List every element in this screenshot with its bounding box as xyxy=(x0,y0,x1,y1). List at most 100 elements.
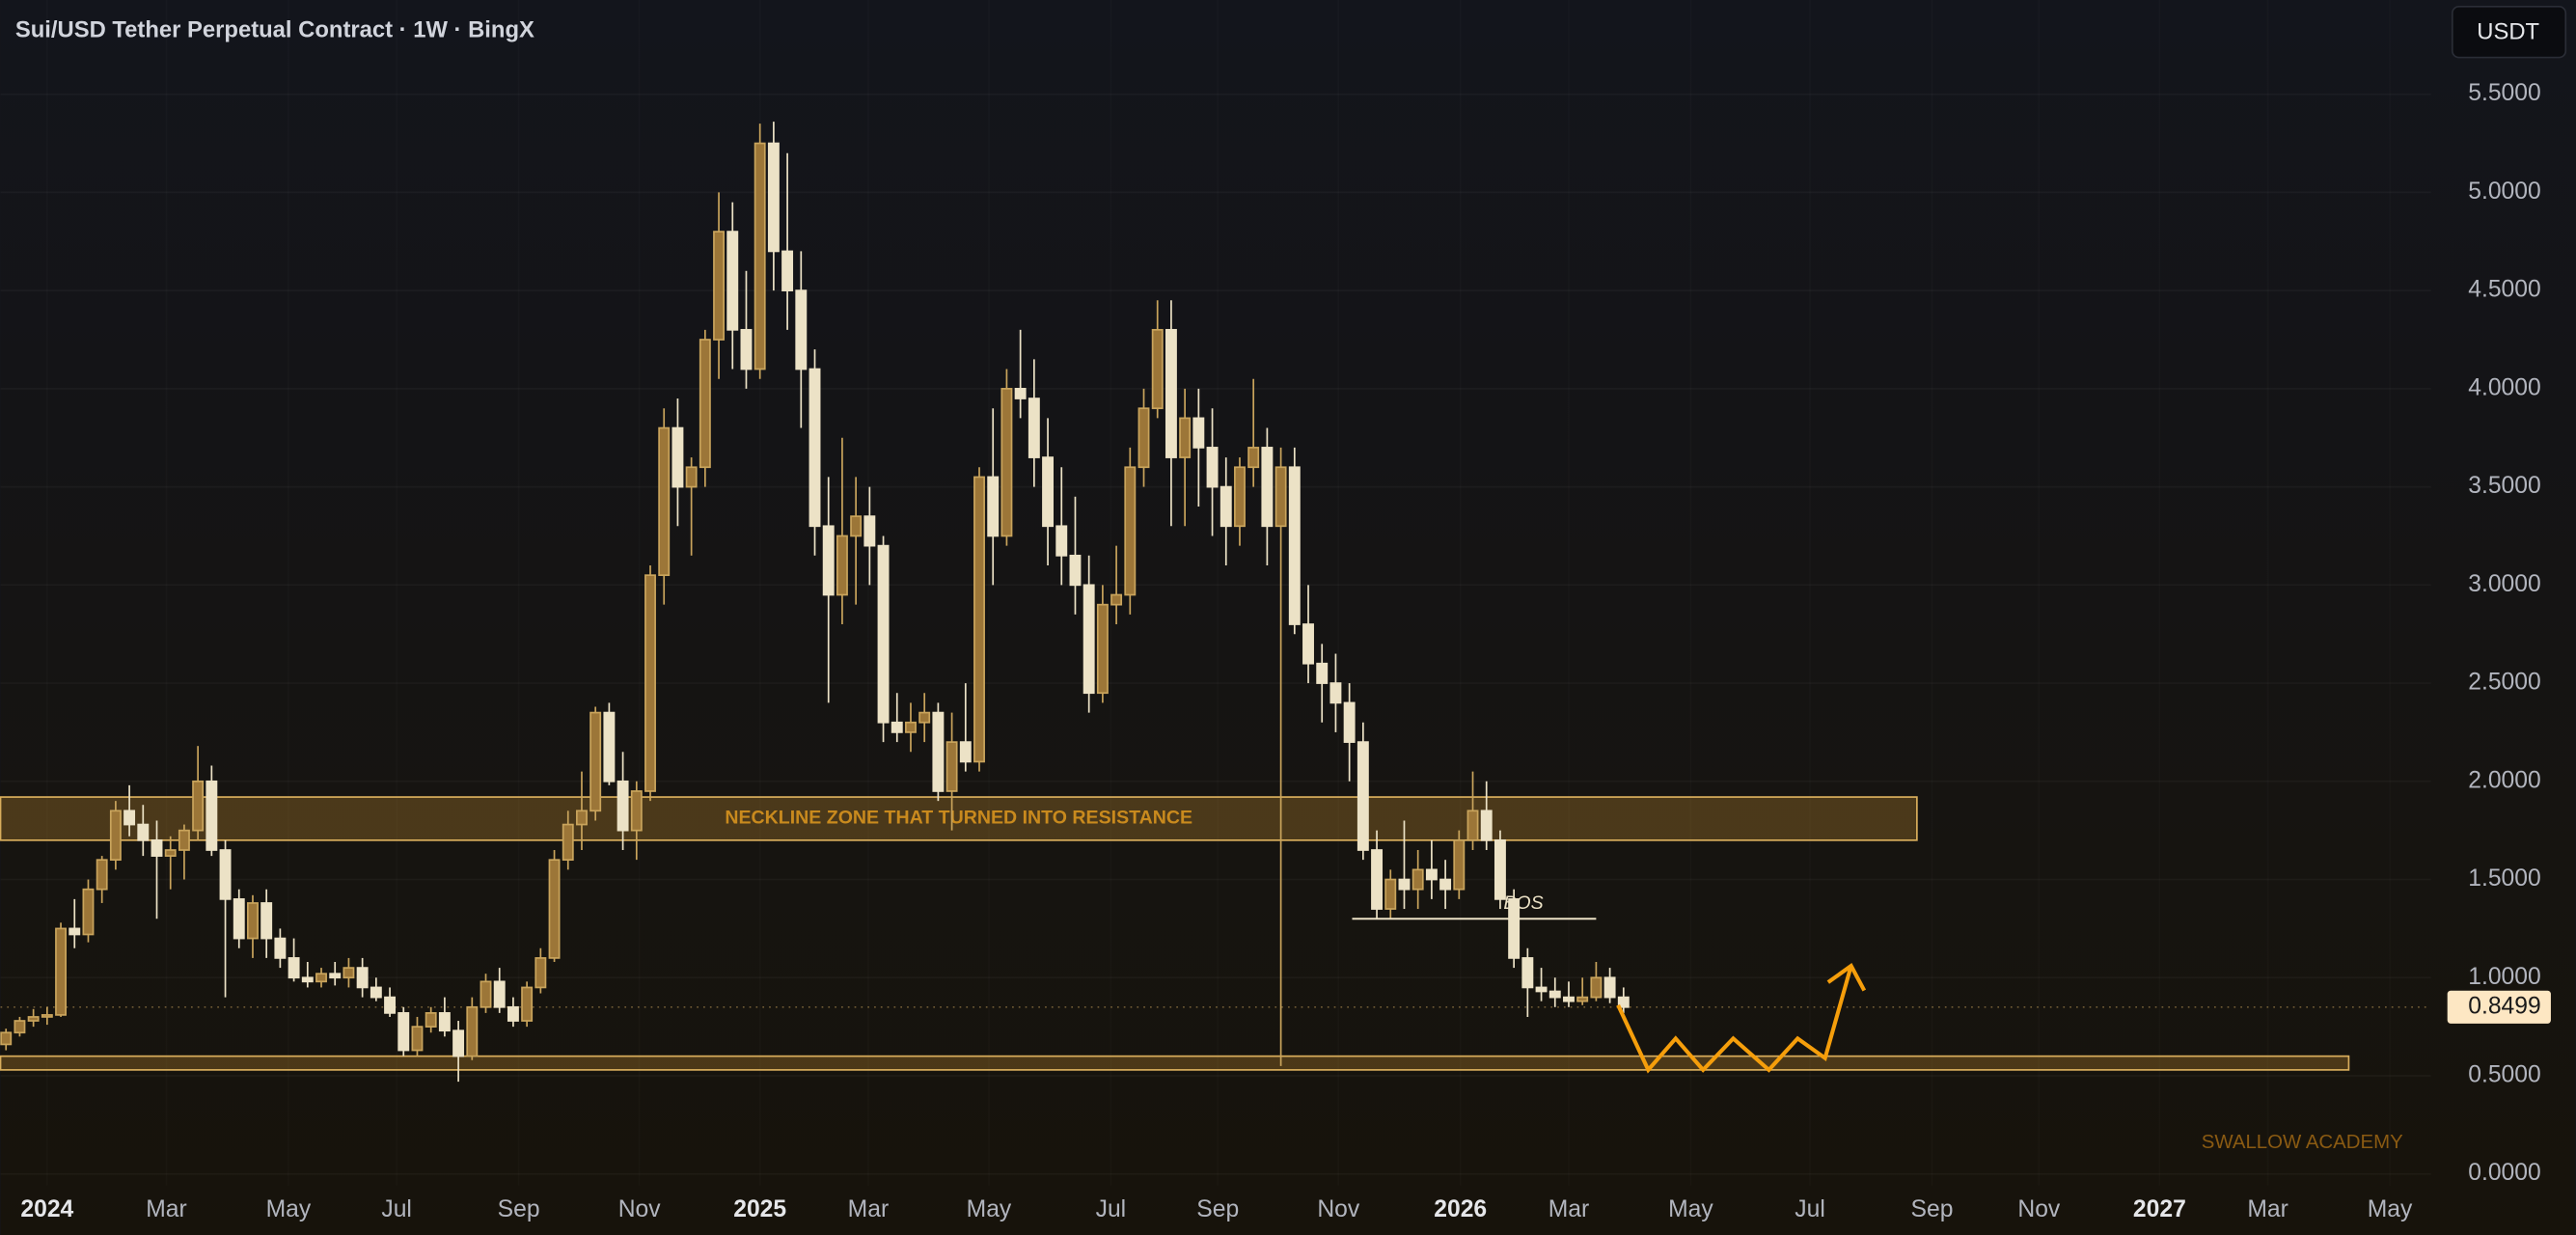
candle-body xyxy=(1411,868,1424,891)
currency-label[interactable]: USDT xyxy=(2477,18,2539,44)
x-tick-label: Jul xyxy=(1096,1196,1127,1222)
candle-body xyxy=(1453,838,1466,891)
candle-body xyxy=(671,426,684,488)
candle-body xyxy=(0,1031,13,1046)
candle-body xyxy=(274,937,287,959)
currency-button[interactable] xyxy=(2451,5,2567,59)
candle-body xyxy=(1261,447,1274,528)
candle-body xyxy=(1425,868,1438,881)
candle-body xyxy=(1288,466,1301,625)
candle-body xyxy=(1603,976,1616,999)
candle-body xyxy=(1329,682,1342,704)
watermark: SWALLOW ACADEMY xyxy=(2202,1132,2403,1153)
candle-body xyxy=(1137,407,1150,469)
candle-body xyxy=(1398,878,1411,891)
candle-body xyxy=(1165,328,1177,458)
candle-body xyxy=(69,927,81,936)
zone-label: NECKLINE ZONE THAT TURNED INTO RESISTANC… xyxy=(725,808,1192,829)
x-tick-label: 2027 xyxy=(2133,1196,2186,1222)
candle-body xyxy=(863,515,876,547)
x-tick-label: 2024 xyxy=(20,1196,73,1222)
candle-body xyxy=(1028,398,1040,458)
candle-body xyxy=(589,711,602,812)
candle-body xyxy=(1151,328,1164,410)
candle-body xyxy=(1110,593,1123,606)
candle-body xyxy=(288,957,300,979)
candle-body xyxy=(1535,986,1548,993)
zone xyxy=(0,796,1918,841)
candle-body xyxy=(480,980,492,1008)
candle-body xyxy=(1384,878,1397,910)
candle-body xyxy=(1274,466,1287,528)
candle-body xyxy=(658,426,671,577)
x-tick-label: Mar xyxy=(1548,1196,1590,1222)
candle-body xyxy=(1096,603,1109,695)
y-tick-label: 2.5000 xyxy=(2468,670,2540,696)
candle-body xyxy=(905,721,917,733)
candle-body xyxy=(973,476,985,763)
x-tick-label: Jul xyxy=(1795,1196,1825,1222)
candle-body xyxy=(891,721,903,733)
candle-body xyxy=(219,849,232,900)
candle-body xyxy=(617,780,629,832)
y-tick-label: 0.0000 xyxy=(2468,1160,2540,1186)
candle-body xyxy=(1590,976,1603,999)
candle-body xyxy=(356,967,369,989)
x-tick-label: May xyxy=(2368,1196,2413,1222)
candle-body xyxy=(343,967,355,979)
y-tick-label: 2.0000 xyxy=(2468,767,2540,793)
candle-body xyxy=(247,902,259,940)
candle-body xyxy=(301,976,314,983)
y-tick-label: 3.5000 xyxy=(2468,473,2540,499)
candle-body xyxy=(41,1014,53,1018)
candle-body xyxy=(562,823,574,862)
x-tick-label: May xyxy=(266,1196,312,1222)
candle-body xyxy=(411,1026,424,1052)
candle-body xyxy=(1124,466,1137,596)
candle-body xyxy=(808,368,821,528)
candle-body xyxy=(206,780,218,851)
candle-body xyxy=(1439,878,1452,891)
candle-body xyxy=(178,829,190,851)
candle-body xyxy=(493,980,506,1008)
candle-body xyxy=(1179,417,1192,458)
y-tick-label: 5.0000 xyxy=(2468,178,2540,205)
candle-body xyxy=(370,986,382,999)
candle-body xyxy=(1000,388,1013,537)
candle-body xyxy=(452,1029,465,1057)
candle-body xyxy=(699,339,711,469)
y-tick-label: 1.5000 xyxy=(2468,865,2540,892)
x-tick-label: Mar xyxy=(848,1196,890,1222)
zone xyxy=(0,1055,2350,1071)
x-tick-label: Sep xyxy=(498,1196,540,1222)
candle-body xyxy=(781,250,794,291)
x-tick-label: Nov xyxy=(618,1196,662,1222)
y-tick-label: 1.0000 xyxy=(2468,964,2540,990)
candle-body xyxy=(1316,662,1329,684)
candle-body xyxy=(534,957,547,989)
candle-body xyxy=(55,927,68,1016)
candle-body xyxy=(1069,554,1082,587)
candle-body xyxy=(1548,990,1561,999)
projection-path xyxy=(1616,965,1853,1074)
y-tick-label: 3.0000 xyxy=(2468,571,2540,597)
candle-body xyxy=(836,535,848,596)
bos-label: BOS xyxy=(1503,892,1543,914)
x-tick-label: Sep xyxy=(1196,1196,1239,1222)
x-tick-label: May xyxy=(967,1196,1012,1222)
candle-body xyxy=(1480,810,1493,841)
candle-body xyxy=(96,859,108,891)
candle-body xyxy=(1508,898,1521,959)
candle-body xyxy=(27,1016,40,1022)
candle-body xyxy=(1371,849,1384,910)
candle-body xyxy=(1055,525,1068,557)
x-tick-label: Sep xyxy=(1911,1196,1954,1222)
candle-body xyxy=(233,898,245,940)
candle-body xyxy=(1617,996,1630,1008)
candle-body xyxy=(767,142,780,253)
candle-body xyxy=(1082,584,1095,695)
x-tick-label: 2026 xyxy=(1434,1196,1487,1222)
candle-body xyxy=(425,1012,437,1028)
candle-body xyxy=(822,525,835,596)
